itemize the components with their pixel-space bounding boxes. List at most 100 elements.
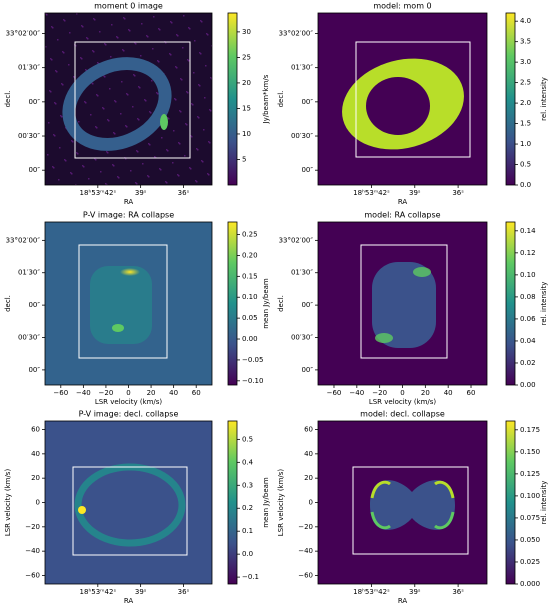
noise [196, 181, 198, 183]
noise [134, 42, 136, 44]
colorbar [227, 420, 238, 585]
x-tick-label: −20 [372, 389, 387, 397]
y-tick-label: 33°02′00″ [6, 236, 41, 244]
noise [175, 99, 177, 101]
noise [153, 16, 155, 18]
y-tick-label: 01′30″ [18, 269, 40, 277]
noise [202, 161, 204, 163]
noise [134, 75, 136, 77]
colorbar-tick-label: 0.05 [242, 314, 258, 322]
noise [189, 28, 191, 30]
y-tick-label: 00′30″ [18, 132, 40, 140]
colorbar-tick-label: 0.00 [242, 335, 258, 343]
colorbar-tick-label: −0.10 [242, 377, 263, 385]
colorbar-tick-label: 0.1 [242, 527, 253, 535]
x-tick-label: 18ʰ53ᵐ42ˢ [353, 189, 390, 197]
noise [68, 64, 70, 66]
noise [184, 155, 186, 157]
colorbar-tick-label: 15 [242, 104, 251, 112]
noise [166, 182, 168, 184]
colorbar-tick-label: 0.20 [242, 251, 258, 259]
colorbar-tick-label: 0.15 [242, 272, 258, 280]
colorbar-tick-label: 30 [242, 28, 251, 36]
noise [154, 156, 156, 158]
emission [370, 480, 455, 530]
colorbar-tick-label: 0.0 [242, 550, 253, 558]
x-tick-label: 0 [400, 389, 404, 397]
y-axis-label: decl. [277, 295, 285, 312]
noise [208, 174, 210, 176]
noise [62, 84, 64, 86]
colorbar-tick-label: 0.04 [520, 337, 536, 345]
noise [61, 116, 63, 118]
x-axis-label: RA [398, 198, 408, 206]
noise [128, 29, 130, 31]
ring [62, 57, 172, 151]
noise [51, 26, 53, 28]
noise [161, 137, 163, 139]
noise [96, 94, 98, 96]
noise [99, 31, 101, 33]
noise [135, 182, 137, 184]
noise [64, 159, 66, 161]
x-tick-label: 36ˢ [452, 588, 464, 596]
noise [200, 53, 202, 55]
noise [188, 27, 190, 29]
noise [170, 21, 172, 23]
colorbar [505, 420, 516, 585]
noise [117, 176, 119, 178]
y-tick-label: 00″ [28, 166, 40, 174]
colorbar-tick-label: 25 [242, 53, 251, 61]
y-tick-label: 60 [31, 426, 40, 434]
noise [112, 164, 114, 166]
noise [137, 118, 139, 120]
noise [159, 29, 161, 31]
emission-edge [413, 267, 431, 277]
noise [114, 133, 116, 135]
noise [172, 162, 174, 164]
noise [86, 37, 88, 39]
noise [50, 58, 52, 60]
noise [76, 13, 78, 15]
noise [100, 171, 102, 173]
y-tick-label: 33°02′00″ [279, 30, 314, 38]
colorbar-tick-label: 0.14 [520, 227, 536, 235]
noise [133, 74, 135, 76]
y-tick-label: 00″ [28, 366, 40, 374]
noise [84, 101, 86, 103]
noise [158, 61, 160, 63]
noise [54, 135, 56, 137]
noise [45, 13, 47, 15]
colorbar-tick-label: 0.5 [520, 161, 531, 169]
emission-edge [434, 511, 455, 530]
x-tick-label: 36ˢ [178, 189, 190, 197]
x-tick-label: 18ʰ53ᵐ42ˢ [353, 588, 390, 596]
noise [106, 151, 108, 153]
colorbar-tick-label: 0.10 [520, 271, 536, 279]
noise [126, 126, 128, 128]
noise [207, 173, 209, 175]
noise [76, 152, 78, 154]
noise [116, 36, 118, 38]
noise [196, 148, 198, 150]
noise [59, 147, 61, 149]
x-tick-label: −20 [99, 389, 114, 397]
noise [85, 69, 87, 71]
x-tick-label: 18ʰ53ᵐ42ˢ [80, 588, 117, 596]
noise [211, 78, 212, 80]
x-axis-label: RA [398, 597, 408, 605]
colorbar-tick-label: 0.100 [520, 492, 540, 500]
noise [52, 166, 54, 168]
x-tick-label: 36ˢ [452, 189, 464, 197]
noise [148, 176, 150, 178]
x-tick-label: −60 [327, 389, 342, 397]
noise [146, 35, 148, 37]
noise [159, 168, 161, 170]
y-tick-label: −60 [25, 571, 40, 579]
y-tick-label: −20 [25, 523, 40, 531]
noise [209, 109, 211, 111]
noise [58, 179, 60, 181]
noise [97, 62, 99, 64]
